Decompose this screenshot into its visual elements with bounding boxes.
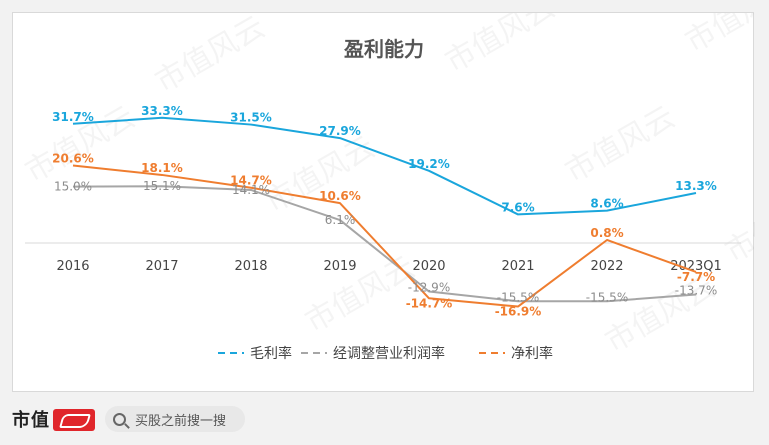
search-box[interactable]: 买股之前搜一搜 (105, 406, 245, 432)
data-label: 31.5% (230, 111, 272, 125)
watermark-text: 市值风云 (680, 13, 756, 60)
data-label: -16.9% (495, 305, 542, 319)
data-label: 20.6% (52, 152, 94, 166)
data-label: 14.7% (230, 174, 272, 188)
data-label: 7.6% (501, 200, 534, 214)
x-axis-ticks: 2016 2017 2018 2019 2020 2021 2022 2023Q1 (56, 259, 721, 274)
data-label: 6.1% (325, 213, 356, 227)
search-icon (113, 412, 126, 426)
data-label: 19.2% (408, 157, 450, 171)
legend-label: 毛利率 (250, 345, 292, 362)
series-line (72, 116, 697, 216)
watermark-text: 市值风云 (720, 180, 756, 270)
footer-bar: 市值 买股之前搜一搜 (12, 402, 754, 436)
data-label: -14.7% (406, 296, 453, 310)
data-label: 33.3% (141, 104, 183, 118)
series-line (72, 185, 697, 303)
x-tick-label: 2022 (590, 259, 623, 274)
legend-label: 净利率 (511, 345, 553, 362)
search-placeholder: 买股之前搜一搜 (135, 413, 227, 429)
data-label: -7.7% (677, 270, 715, 284)
data-label: -15.5% (497, 290, 539, 304)
data-label: 15.1% (143, 179, 181, 193)
x-tick-label: 2019 (323, 259, 356, 274)
data-label: 14.1% (232, 183, 270, 197)
x-tick-label: 2016 (56, 259, 89, 274)
data-label: -13.7% (675, 284, 717, 298)
x-tick-label: 2017 (145, 259, 178, 274)
data-label: 0.8% (590, 226, 623, 240)
series-data-labels: 31.7% 33.3% 31.5% 27.9% 19.2% 7.6% 8.6% 13.3% 15… (52, 104, 717, 319)
data-label: 13.3% (675, 179, 717, 193)
data-label: 18.1% (141, 161, 183, 175)
data-label: 27.9% (319, 124, 361, 138)
data-label: -15.5% (586, 290, 628, 304)
data-label: 8.6% (590, 197, 623, 211)
legend-label: 经调整营业利润率 (333, 345, 445, 362)
legend: 毛利率 经调整营业利润率 净利率 (218, 345, 553, 362)
data-label: 15.0% (54, 180, 92, 194)
chart-title: 盈利能力 (343, 37, 424, 61)
brand-logo-badge (53, 409, 95, 431)
data-label: 10.6% (319, 189, 361, 203)
x-tick-label: 2021 (501, 259, 534, 274)
data-label: -12.9% (408, 281, 450, 295)
watermark-text: 市值风云 (150, 13, 271, 100)
brand-logo-text: 市值 (12, 410, 50, 431)
x-tick-label: 2018 (234, 259, 267, 274)
watermark-text: 市值风云 (300, 250, 421, 340)
series-line (72, 164, 697, 308)
x-tick-label: 2023Q1 (670, 259, 722, 274)
watermark-text: 市值风云 (440, 13, 561, 80)
watermark-text: 市值风云 (260, 130, 381, 220)
x-tick-label: 2020 (412, 259, 445, 274)
data-label: 31.7% (52, 110, 94, 124)
watermark-text: 市值风云 (560, 100, 681, 190)
chart-card: 市值风云 市值风云 市值风云 市值风云 市值风云 市值风云 市值风云 市值风云 市值风云 盈利能… (12, 12, 756, 392)
series-lines (72, 116, 697, 308)
